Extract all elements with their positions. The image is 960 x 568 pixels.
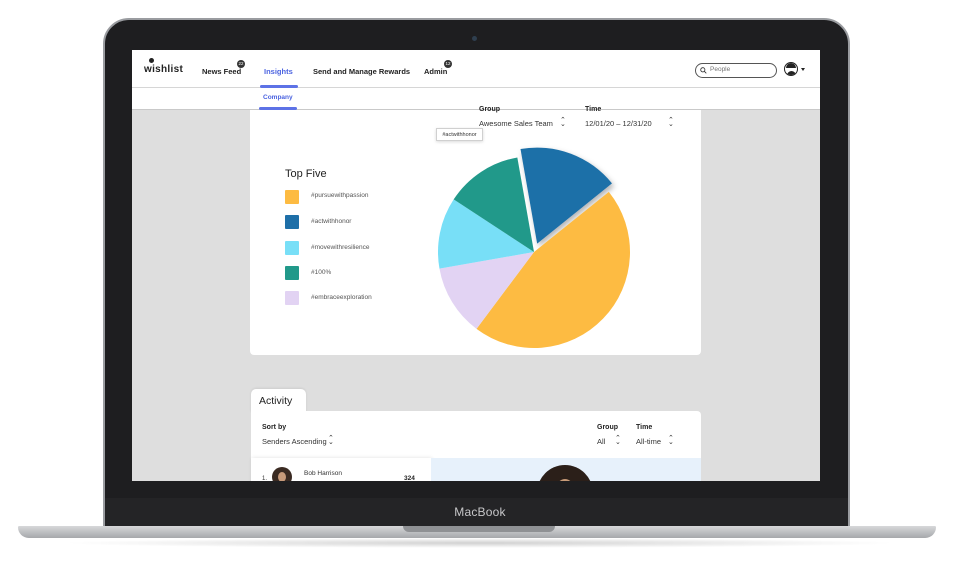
pie-tooltip: #actwithhonor: [436, 128, 483, 141]
laptop-shadow: [60, 538, 900, 548]
legend-label-pursuewithpassion: #pursuewithpassion: [311, 192, 369, 199]
laptop-notch: [403, 526, 555, 532]
chevron-down-icon[interactable]: [801, 68, 805, 71]
group-filter-label: Group: [479, 106, 500, 113]
top-nav: wishlist News Feed 22 Insights Send and …: [132, 50, 820, 88]
nav-item-send-and-manage-rewards[interactable]: Send and Manage Rewards: [313, 67, 411, 76]
pie-slice-100[interactable]: [453, 157, 534, 252]
search-input[interactable]: [710, 66, 774, 73]
detail-avatar: [537, 465, 593, 481]
pie-slice-embraceexploration[interactable]: [439, 252, 534, 329]
tab-activity[interactable]: Activity: [251, 389, 306, 413]
tab-activity-label: Activity: [259, 395, 293, 407]
activity-group-label: Group: [597, 424, 618, 431]
nav-item-news-feed[interactable]: News Feed: [202, 67, 242, 76]
laptop-base: [18, 526, 936, 538]
pie-slice-actwithhonor[interactable]: [520, 147, 612, 244]
sort-updown-icon[interactable]: ⌃ ⌄: [328, 435, 334, 446]
search-box[interactable]: [695, 63, 777, 78]
screen: wishlist News Feed 22 Insights Send and …: [132, 50, 820, 481]
activity-time-select[interactable]: All-time: [636, 437, 662, 446]
time-filter-label: Time: [585, 106, 602, 113]
avatar-hair-shape: [786, 63, 796, 68]
activity-time-label: Time: [636, 424, 653, 431]
admin-badge: 12: [444, 60, 452, 68]
table-row[interactable]: 1. Bob Harrison 324: [251, 458, 431, 481]
device-brand: MacBook: [454, 505, 506, 519]
row-detail-panel: [431, 458, 701, 481]
pie-slice-movewithresilience[interactable]: [438, 199, 534, 269]
legend-label-100: #100%: [311, 269, 332, 276]
row-rank: 1.: [262, 476, 268, 481]
legend-label-actwithhonor: #actwithhonor: [311, 218, 352, 225]
insights-card: Group Awesome Sales Team ⌃ ⌄ Time 12/01/2…: [250, 106, 701, 355]
legend-swatch-pursuewithpassion: [285, 190, 299, 204]
legend-label-movewithresilience: #movewithresilience: [311, 244, 370, 251]
activity-group-select[interactable]: All: [597, 437, 606, 446]
camera-icon: [472, 36, 477, 41]
sub-nav: Company: [132, 88, 820, 110]
row-count: 324: [404, 475, 415, 481]
logo-dot-icon: [149, 58, 154, 63]
sort-by-select[interactable]: Senders Ascending: [262, 437, 327, 446]
search-icon: [700, 67, 707, 74]
avatar: [272, 467, 292, 481]
legend-swatch-actwithhonor: [285, 215, 299, 229]
subnav-item-company[interactable]: Company: [263, 94, 293, 101]
activity-card: Sort by Senders Ascending ⌃ ⌄ Group All ⌃…: [251, 411, 701, 481]
legend-label-embraceexploration: #embraceexploration: [311, 294, 372, 301]
avatar-body-shape: [787, 71, 796, 75]
nav-item-admin[interactable]: Admin: [424, 67, 448, 76]
activity-time-updown-icon[interactable]: ⌃ ⌄: [668, 435, 674, 446]
activity-group-updown-icon[interactable]: ⌃ ⌄: [615, 435, 621, 446]
legend-swatch-100: [285, 266, 299, 280]
avatar-face-shape: [278, 472, 286, 481]
nav-item-insights[interactable]: Insights: [264, 67, 293, 76]
pie-chart[interactable]: [430, 130, 670, 360]
detail-avatar-face-shape: [555, 479, 575, 481]
user-avatar[interactable]: [784, 62, 798, 76]
subnav-active-underline: [259, 107, 297, 110]
logo[interactable]: wishlist: [144, 64, 184, 75]
sort-by-label: Sort by: [262, 424, 287, 431]
row-name: Bob Harrison: [304, 470, 342, 477]
group-filter-select[interactable]: Awesome Sales Team: [479, 119, 553, 128]
legend-swatch-movewithresilience: [285, 241, 299, 255]
time-updown-icon[interactable]: ⌃ ⌄: [668, 117, 674, 128]
laptop-chin: [105, 498, 848, 526]
time-filter-select[interactable]: 12/01/20 – 12/31/20: [585, 119, 652, 128]
group-updown-icon[interactable]: ⌃ ⌄: [560, 117, 566, 128]
nav-active-underline: [260, 85, 298, 88]
legend-title: Top Five: [285, 168, 327, 180]
pie-slice-pursuewithpassion[interactable]: [476, 191, 630, 348]
news-feed-badge: 22: [237, 60, 245, 68]
legend-swatch-embraceexploration: [285, 291, 299, 305]
